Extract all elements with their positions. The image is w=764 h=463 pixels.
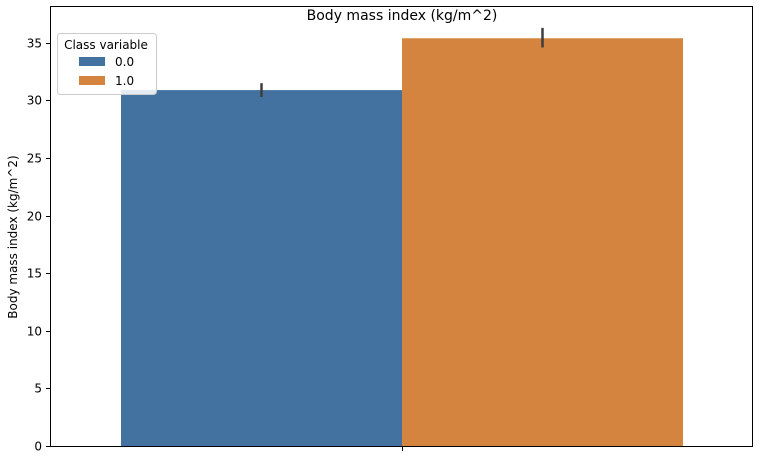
y-tick-label: 30 bbox=[27, 94, 42, 108]
y-tick-label: 35 bbox=[27, 37, 42, 51]
legend-swatch-0 bbox=[79, 57, 105, 66]
error-bars-group bbox=[260, 27, 544, 97]
bars-group bbox=[121, 38, 683, 446]
legend-title: Class variable bbox=[64, 38, 148, 52]
y-axis-ticks: 0 5 10 15 20 25 30 35 bbox=[27, 37, 50, 454]
bar-0 bbox=[121, 90, 402, 446]
plot-frame bbox=[50, 6, 753, 447]
y-tick-label: 15 bbox=[27, 267, 42, 281]
bar-1 bbox=[402, 38, 683, 446]
legend-label-1: 1.0 bbox=[115, 74, 134, 88]
legend-swatch-1 bbox=[79, 76, 105, 85]
y-tick-label: 0 bbox=[34, 440, 42, 454]
chart-title: Body mass index (kg/m^2) bbox=[307, 8, 498, 24]
legend: Class variable 0.0 1.0 bbox=[57, 33, 157, 95]
y-tick-label: 20 bbox=[27, 210, 42, 224]
legend-label-0: 0.0 bbox=[115, 55, 134, 69]
y-tick-label: 5 bbox=[34, 382, 42, 396]
y-tick-label: 10 bbox=[27, 325, 42, 339]
y-tick-label: 25 bbox=[27, 152, 42, 166]
y-axis-label: Body mass index (kg/m^2) bbox=[6, 155, 20, 318]
